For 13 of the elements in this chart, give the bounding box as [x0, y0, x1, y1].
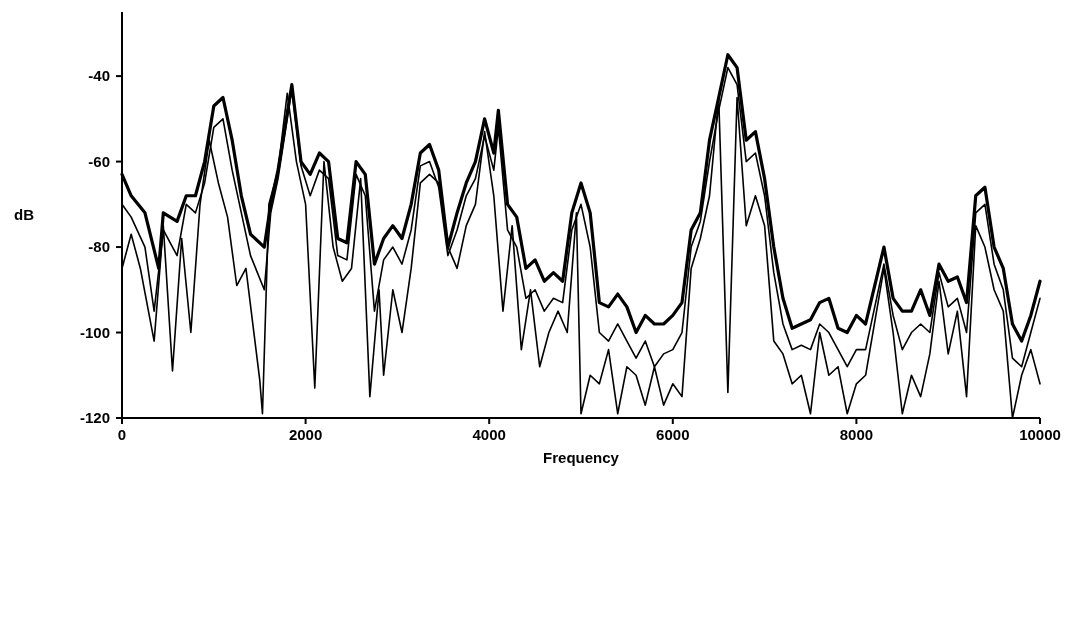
- x-tick-label: 6000: [656, 426, 690, 443]
- x-tick-label: 0: [117, 426, 127, 443]
- y-tick-label: -120: [79, 409, 110, 427]
- y-tick-label: -80: [88, 238, 110, 256]
- x-axis-title: Frequency: [543, 449, 620, 466]
- x-tick-label: 2000: [288, 426, 323, 443]
- x-tick-label: 10000: [1019, 426, 1061, 443]
- y-axis-title: dB: [14, 206, 35, 224]
- y-tick-label: -60: [88, 152, 110, 170]
- y-tick-label: -40: [88, 67, 110, 85]
- x-tick-label: 4000: [472, 426, 506, 443]
- y-tick-label: -100: [79, 323, 110, 341]
- x-tick-label: 8000: [839, 426, 874, 443]
